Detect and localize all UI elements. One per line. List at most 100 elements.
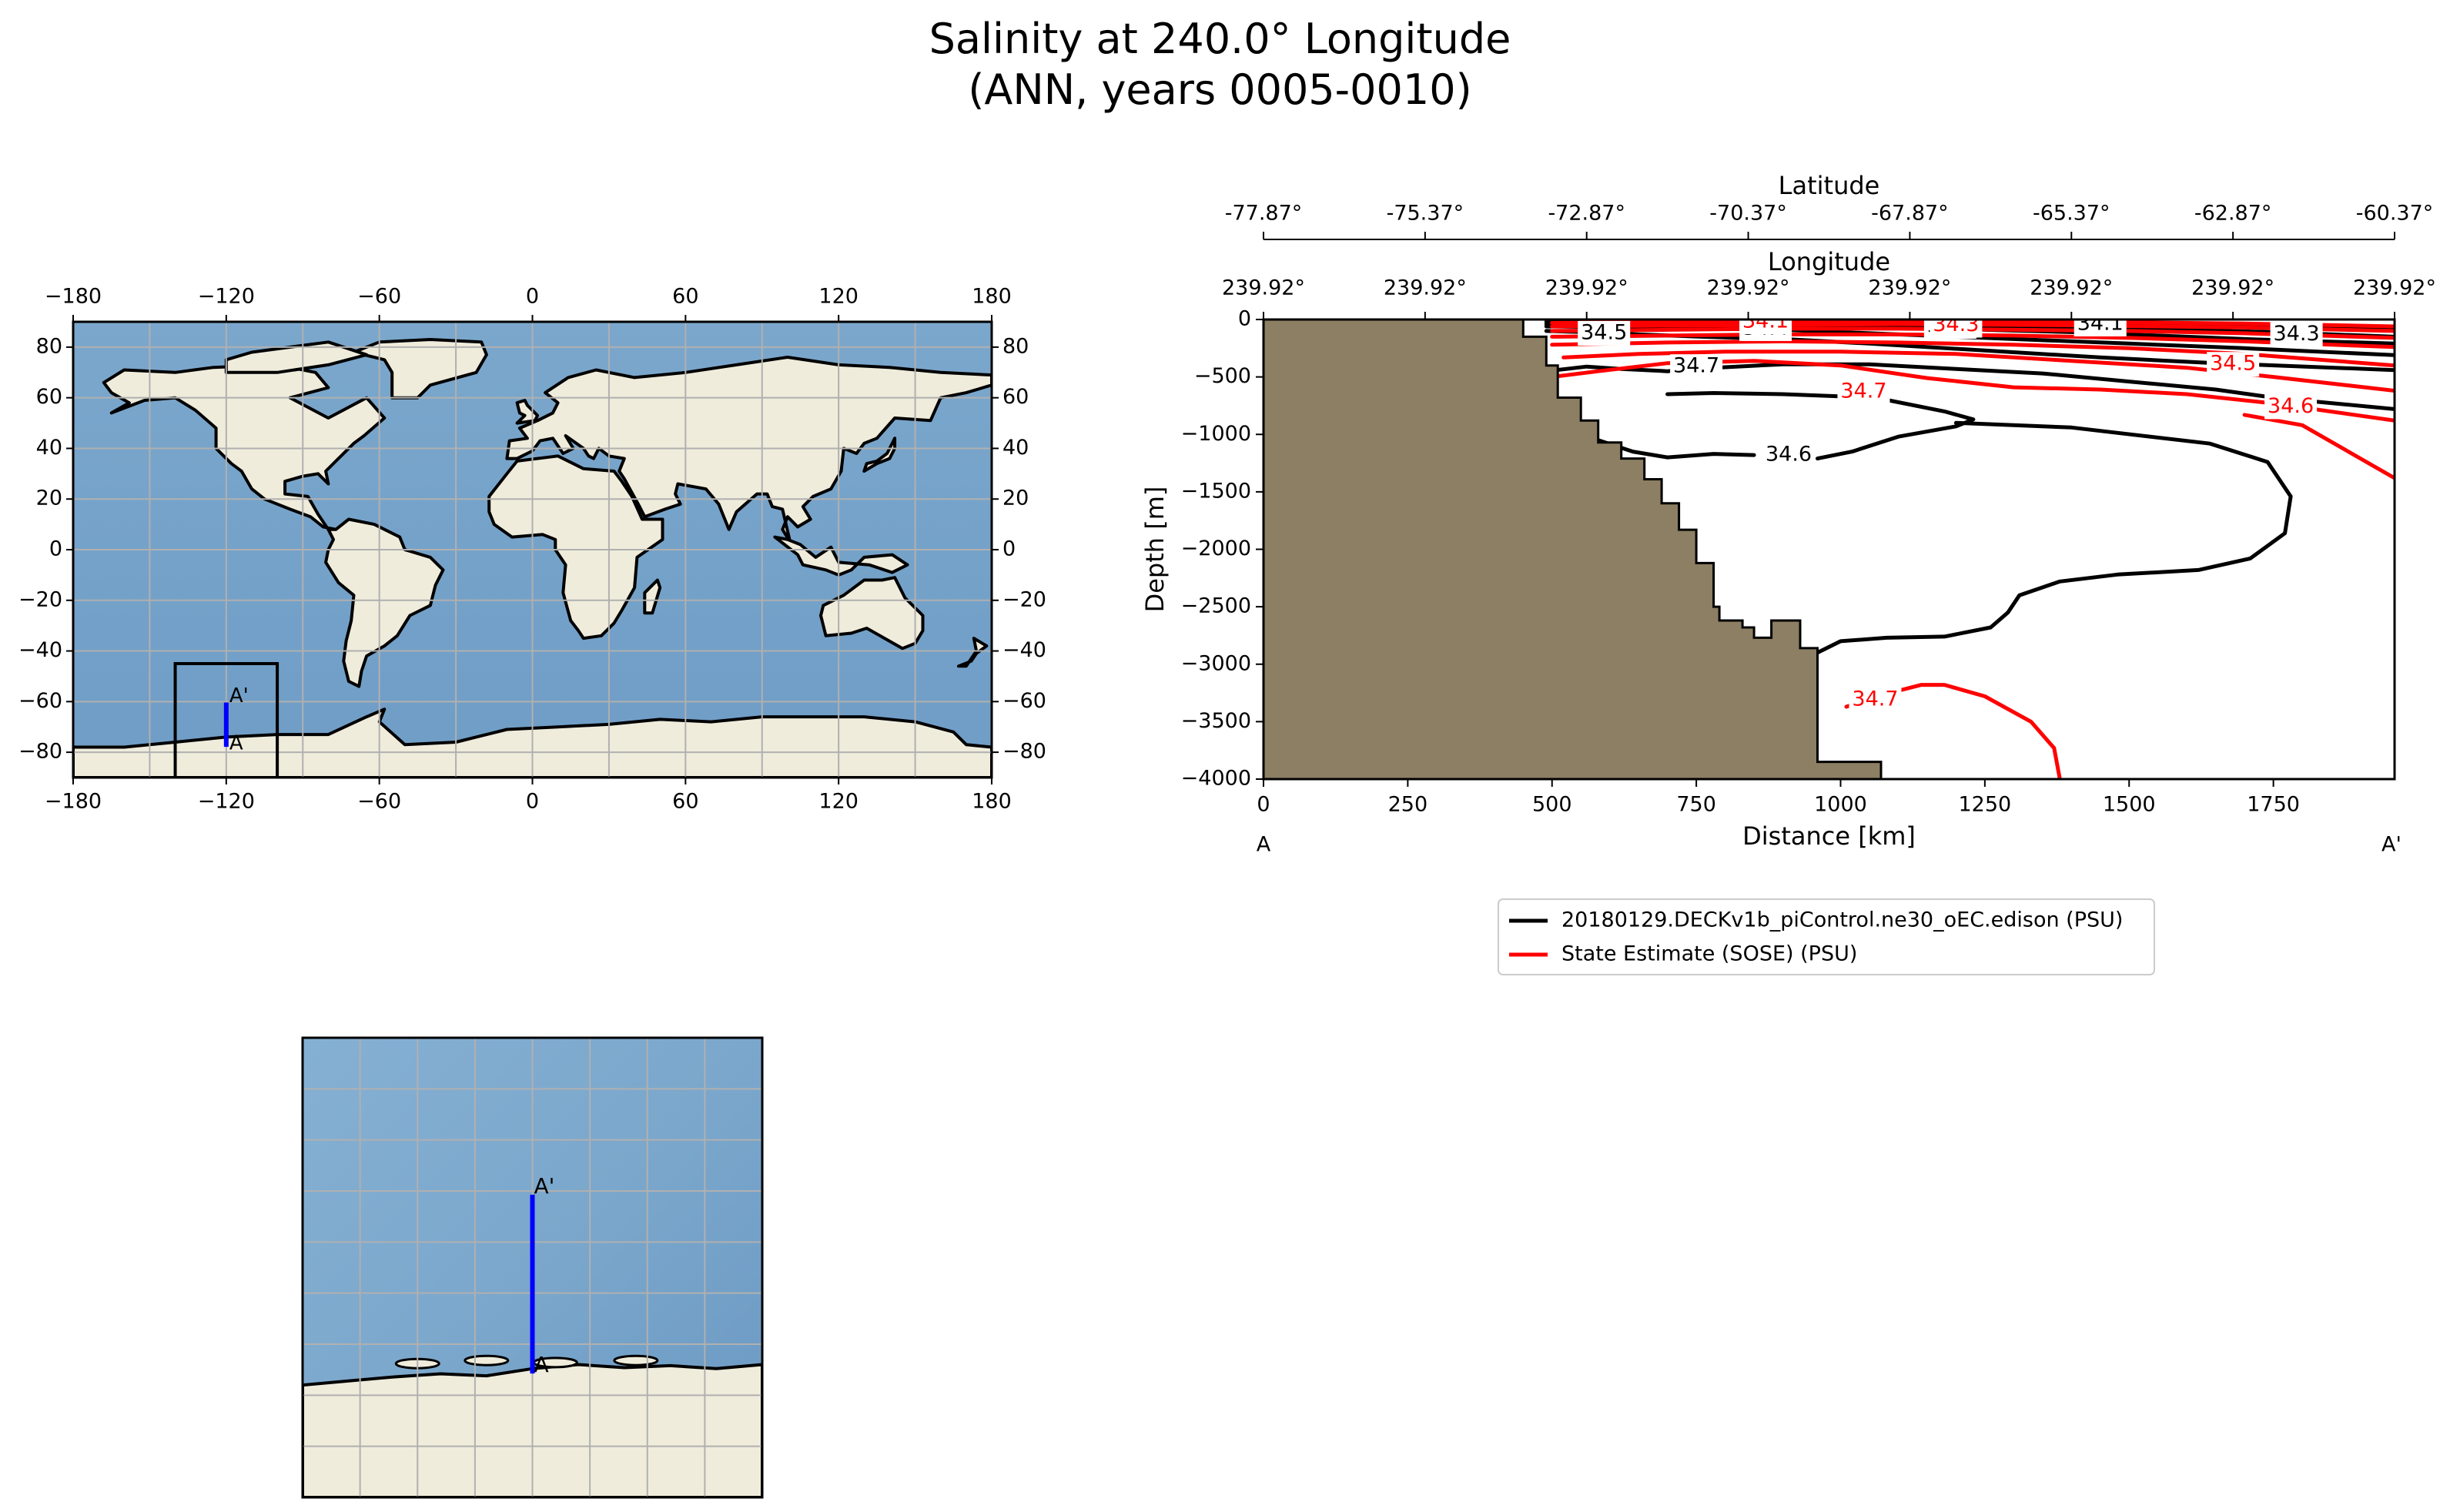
land-new-zealand [956,637,989,668]
latitude-axis-label: Latitude [1779,171,1880,200]
contour-label-sose: 34.7 [1840,380,1886,403]
figure-title-line1: Salinity at 240.0° Longitude [929,15,1511,63]
contour-label-bg [1849,687,1902,713]
contour-label-sose: 34.6 [2268,394,2314,418]
lon-tick-label-bottom: 120 [818,790,859,814]
lat-tick-label-left: 60 [36,385,62,409]
x-tick-label: 0 [1257,793,1270,817]
contour-sose-7 [1550,322,2395,333]
x-tick-label: 1750 [2247,793,2300,817]
transect-label-end: A' [229,684,249,707]
lat-tick-label-right: 40 [1002,436,1029,460]
legend: 20180129.DECKv1b_piControl.ne30_oEC.edis… [1498,898,2155,975]
contour-label-model: 34.7 [1673,354,1719,378]
longitude-tick-label: 239.92° [2030,276,2113,300]
coastal-island [464,1354,510,1366]
legend-box [1498,898,2155,975]
lon-tick-label-top: −60 [357,285,401,309]
lon-tick-label-bottom: 180 [972,790,1012,814]
lat-tick-label-left: 80 [36,334,62,358]
section-end-label-start: A [1257,833,1271,857]
contour-label-bg [2264,394,2318,420]
lon-tick-label-top: 0 [526,285,539,309]
latitude-tick-label: -72.87° [1548,202,1625,226]
latitude-tick-label: -75.37° [1387,202,1464,226]
contour-label-bg [1578,320,1631,346]
contour-label-model: 34.1 [2077,311,2124,335]
map-body [73,322,992,778]
contour-label-bg [1762,443,1816,468]
transect-label-end: A' [534,1173,555,1199]
contour-label-bg [1930,319,1983,338]
lon-tick-label-bottom: −60 [357,790,401,814]
latitude-tick-label: -67.87° [1871,202,1949,226]
y-tick-label: −500 [1194,364,1251,388]
x-tick-label: 1500 [2103,793,2156,817]
x-axis-label: Distance [km] [1742,821,1916,851]
longitude-tick-label: 239.92° [1868,276,1951,300]
longitude-tick-label: 239.92° [1222,276,1305,300]
lon-tick-label-bottom: −120 [198,790,255,814]
global-map: A' A −180 −180 −120 −120 −60 −60 0 0 60 60 120 120 180… [18,285,1046,814]
contour-label-sose: 34.7 [1852,687,1898,711]
transect-label-start: A [534,1352,549,1377]
longitude-tick-label: 239.92° [1384,276,1467,300]
lon-tick-label-top: 180 [972,285,1012,309]
inset-box [173,662,279,778]
y-tick-label: −3000 [1181,651,1251,675]
contour-label-model: 34.5 [1581,320,1627,344]
lat-tick-label-left: −40 [18,638,62,662]
lat-tick-label-right: 80 [1002,334,1029,358]
contour-sose-0 [1550,359,2395,423]
longitude-tick-label: 239.92° [1707,276,1790,300]
longitude-axis-label: Longitude [1768,247,1890,276]
x-tick-label: 250 [1388,793,1428,817]
longitude-tick-label: 239.92° [2191,276,2274,300]
y-tick-label: −1000 [1181,422,1251,446]
land-north-america [102,363,387,531]
lon-tick-label-top: 60 [672,285,698,309]
lon-tick-label-top: −120 [198,285,255,309]
latitude-tick-label: -77.87° [1225,202,1303,226]
lat-tick-label-left: 20 [36,487,62,510]
inset-map: A' A [301,1036,764,1499]
coastal-island [613,1354,659,1366]
transect-panel: 34.734.634.534.434.334.234.134.734.734.6… [1140,171,2436,857]
lon-tick-label-top: 120 [818,285,859,309]
y-tick-label: −3500 [1181,709,1251,733]
lon-tick-label-top: −180 [45,285,102,309]
lat-tick-label-left: 40 [36,436,62,460]
contour-label-bg [2073,319,2127,336]
contour-label-bg [1739,319,1792,334]
lon-tick-label-bottom: 0 [526,790,539,814]
longitude-tick-label: 239.92° [2353,276,2436,300]
longitude-tick-label: 239.92° [1545,276,1628,300]
contour-sose-3 [2242,413,2395,480]
contour-label-model: 34.6 [1766,443,1812,467]
latitude-tick-label: -70.37° [1709,202,1787,226]
lat-tick-label-left: −60 [18,689,62,713]
section-end-label-end: A' [2381,833,2402,857]
lat-tick-label-right: −40 [1002,638,1046,662]
legend-label: 20180129.DECKv1b_piControl.ne30_oEC.edis… [1561,908,2123,932]
inset-frame [301,1036,764,1499]
lat-tick-label-right: −80 [1002,740,1046,764]
contour-model-3 [1665,391,1976,461]
land-eurasia [505,356,992,544]
latitude-tick-label: -62.87° [2194,202,2272,226]
lat-tick-label-right: −60 [1002,689,1046,713]
bathymetry [1264,319,1883,779]
lat-tick-label-right: 60 [1002,385,1029,409]
lat-tick-label-right: 20 [1002,487,1029,510]
contour-label-model: 34.3 [2274,322,2320,346]
x-tick-label: 1000 [1814,793,1867,817]
legend-label: State Estimate (SOSE) (PSU) [1561,942,1857,966]
lat-tick-label-right: −20 [1002,587,1046,611]
land-indonesia [773,535,909,577]
land-arctic-islands [224,340,369,374]
y-tick-label: −2000 [1181,537,1251,560]
y-axis-label: Depth [m] [1140,487,1170,613]
contour-label-bg [1837,380,1890,405]
x-tick-label: 1250 [1959,793,2012,817]
